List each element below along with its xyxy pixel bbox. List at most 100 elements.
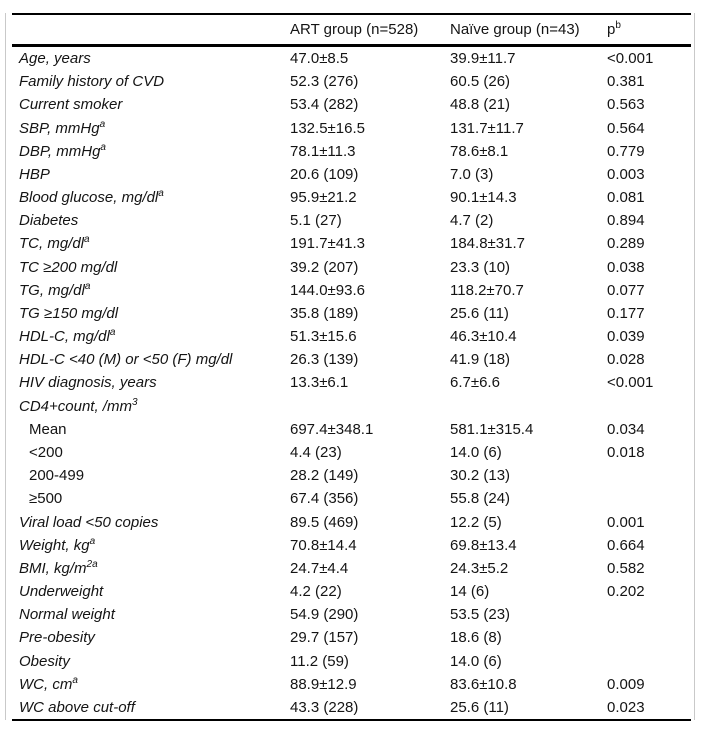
naive-group-value: 23.3 (10) <box>450 258 511 276</box>
row-label: Mean <box>29 420 67 438</box>
p-value: 0.077 <box>607 281 645 299</box>
row-label: ≥500 <box>29 490 63 508</box>
naive-group-value: 14 (6) <box>450 583 490 601</box>
header-p-value: pb <box>607 20 621 39</box>
p-value: <0.001 <box>607 374 654 392</box>
table-row: HDL-C <40 (M) or <50 (F) mg/dl 26.3 (139)… <box>12 348 691 371</box>
art-group-value: 144.0±93.6 <box>290 281 365 299</box>
row-label: HIV diagnosis, years <box>19 374 157 392</box>
row-label: Diabetes <box>19 212 79 230</box>
label-superscript: 2a <box>86 558 98 570</box>
naive-group-value: 4.7 (2) <box>450 212 494 230</box>
art-group-value: 78.1±11.3 <box>290 142 356 160</box>
p-value: 0.081 <box>607 189 645 207</box>
art-group-value: 53.4 (282) <box>290 96 359 114</box>
p-value: 0.582 <box>607 559 645 577</box>
table-row: Family history of CVD 52.3 (276) 60.5 (26)… <box>12 70 691 93</box>
table-row: Mean 697.4±348.1 581.1±315.4 0.034 <box>12 418 691 441</box>
header-naive-group: Naïve group (n=43) <box>450 21 580 38</box>
table-row: Age, years 47.0±8.5 39.9±11.7 <0.001 <box>12 47 691 70</box>
label-superscript: a <box>99 118 106 130</box>
table-row: Diabetes 5.1 (27) 4.7 (2) 0.894 <box>12 209 691 232</box>
row-label: Pre-obesity <box>19 629 95 647</box>
p-value: 0.664 <box>607 536 645 554</box>
table-row: Blood glucose, mg/dla 95.9±21.2 90.1±14.3 0… <box>12 186 691 209</box>
table-row: HBP 20.6 (109) 7.0 (3) 0.003 <box>12 163 691 186</box>
p-value: 0.564 <box>607 119 645 137</box>
naive-group-value: 41.9 (18) <box>450 351 511 369</box>
characteristics-table: ART group (n=528) Naïve group (n=43) pb … <box>12 13 691 721</box>
row-label: Obesity <box>19 652 70 670</box>
art-group-value: 11.2 (59) <box>290 652 349 670</box>
row-label: BMI, kg/m2a <box>19 558 98 577</box>
naive-group-value: 14.0 (6) <box>450 652 502 670</box>
row-label: WC above cut-off <box>19 698 135 716</box>
art-group-value: 89.5 (469) <box>290 513 359 531</box>
table-row: TG ≥150 mg/dl 35.8 (189) 25.6 (11) 0.177 <box>12 302 691 325</box>
naive-group-value: 39.9±11.7 <box>450 50 516 68</box>
art-group-value: 4.4 (23) <box>290 444 342 461</box>
header-art-group: ART group (n=528) <box>290 21 419 38</box>
p-value: 0.202 <box>607 583 645 601</box>
row-label: Underweight <box>19 583 104 601</box>
p-value: 0.289 <box>607 235 645 253</box>
naive-group-value: 18.6 (8) <box>450 629 502 647</box>
table-row: BMI, kg/m2a 24.7±4.4 24.3±5.2 0.582 <box>12 557 691 580</box>
label-superscript: a <box>72 674 78 686</box>
row-label: Blood glucose, mg/dla <box>19 188 164 207</box>
table-row: 200-499 28.2 (149) 30.2 (13) <box>12 464 691 487</box>
row-label: DBP, mmHga <box>19 141 106 160</box>
row-label: Viral load <50 copies <box>19 513 159 531</box>
art-group-value: 26.3 (139) <box>290 351 359 369</box>
naive-group-value: 25.6 (11) <box>450 304 509 322</box>
table-row: HIV diagnosis, years 13.3±6.1 6.7±6.6 <0.00… <box>12 371 691 394</box>
p-value: 0.018 <box>607 444 645 461</box>
naive-group-value: 24.3±5.2 <box>450 559 509 577</box>
label-superscript: a <box>84 280 91 292</box>
row-label: Current smoker <box>19 96 123 114</box>
table-header-row: ART group (n=528) Naïve group (n=43) pb <box>12 15 691 47</box>
row-label: SBP, mmHga <box>19 118 106 137</box>
art-group-value: 4.2 (22) <box>290 583 342 601</box>
p-value: 0.779 <box>607 142 645 160</box>
table-row: Normal weight 54.9 (290) 53.5 (23) <box>12 603 691 626</box>
art-group-value: 35.8 (189) <box>290 304 359 322</box>
p-value: 0.039 <box>607 328 645 346</box>
table-row: SBP, mmHga 132.5±16.5 131.7±11.7 0.564 <box>12 117 691 140</box>
label-superscript: a <box>89 535 96 547</box>
p-value: 0.034 <box>607 420 645 438</box>
naive-group-value: 30.2 (13) <box>450 467 511 485</box>
table-row: CD4+count, /mm3 <box>12 395 691 418</box>
art-group-value: 697.4±348.1 <box>290 420 374 438</box>
art-group-value: 13.3±6.1 <box>290 374 349 392</box>
table-row: Current smoker 53.4 (282) 48.8 (21) 0.563 <box>12 93 691 116</box>
naive-group-value: 46.3±10.4 <box>450 328 517 346</box>
table-row: Pre-obesity 29.7 (157) 18.6 (8) <box>12 626 691 649</box>
row-label: Weight, kga <box>19 535 96 554</box>
art-group-value: 20.6 (109) <box>290 165 359 183</box>
label-superscript: a <box>100 141 106 153</box>
row-label: Normal weight <box>19 606 115 624</box>
art-group-value: 47.0±8.5 <box>290 50 349 68</box>
p-value: 0.894 <box>607 212 645 230</box>
art-group-value: 51.3±15.6 <box>290 328 357 346</box>
p-value: 0.381 <box>607 73 645 91</box>
p-value: <0.001 <box>607 50 654 68</box>
table-row: WC, cma 88.9±12.9 83.6±10.8 0.009 <box>12 673 691 696</box>
art-group-value: 28.2 (149) <box>290 467 359 485</box>
naive-group-value: 581.1±315.4 <box>450 420 534 438</box>
art-group-value: 54.9 (290) <box>290 606 359 624</box>
table-body: Age, years 47.0±8.5 39.9±11.7 <0.001 Family … <box>12 47 691 721</box>
p-value: 0.177 <box>607 304 645 322</box>
table-row: Weight, kga 70.8±14.4 69.8±13.4 0.664 <box>12 534 691 557</box>
art-group-value: 43.3 (228) <box>290 698 359 716</box>
row-label: Family history of CVD <box>19 73 165 91</box>
art-group-value: 88.9±12.9 <box>290 675 357 693</box>
naive-group-value: 55.8 (24) <box>450 490 511 508</box>
row-label: HBP <box>19 165 50 183</box>
naive-group-value: 184.8±31.7 <box>450 235 525 253</box>
table-row: TG, mg/dla 144.0±93.6 118.2±70.7 0.077 <box>12 279 691 302</box>
table-row: ≥500 67.4 (356) 55.8 (24) <box>12 487 691 510</box>
art-group-value: 132.5±16.5 <box>290 119 365 137</box>
table-right-border <box>694 13 695 720</box>
